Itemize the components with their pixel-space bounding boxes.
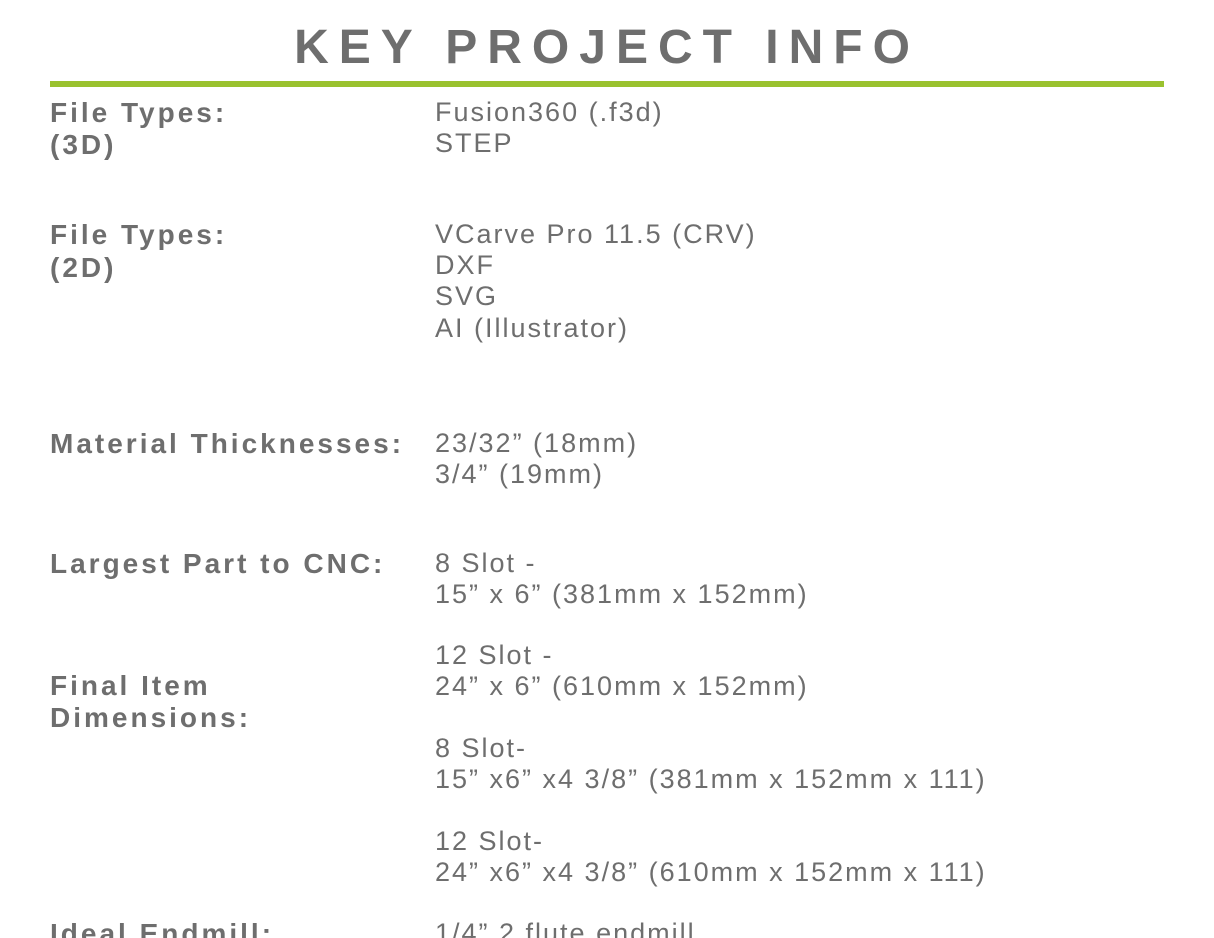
value-largest-part: 8 Slot - 15” x 6” (381mm x 152mm) [435, 548, 1164, 610]
row-largest-part: Largest Part to CNC: 8 Slot - 15” x 6” (… [50, 548, 1164, 610]
label-file-types-3d-sub: (3D) [50, 129, 435, 161]
spacer [50, 610, 1164, 640]
page-title: KEY PROJECT INFO [50, 0, 1164, 81]
row-final-dims: Final Item Dimensions: 12 Slot - 24” x 6… [50, 640, 1164, 888]
row-file-types-2d: File Types: (2D) VCarve Pro 11.5 (CRV) D… [50, 219, 1164, 343]
value-file-types-3d: Fusion360 (.f3d) STEP [435, 97, 1164, 159]
spacer [50, 888, 1164, 918]
value-final-dims: 12 Slot - 24” x 6” (610mm x 152mm) 8 Slo… [435, 640, 1164, 888]
label-material-thickness: Material Thicknesses: [50, 428, 435, 460]
value-file-types-2d: VCarve Pro 11.5 (CRV) DXF SVG AI (Illust… [435, 219, 1164, 343]
label-file-types-3d: File Types: (3D) [50, 97, 435, 161]
row-file-types-3d: File Types: (3D) Fusion360 (.f3d) STEP [50, 97, 1164, 161]
label-file-types-2d-main: File Types: [50, 219, 435, 251]
spacer [50, 161, 1164, 219]
row-ideal-endmill: Ideal Endmill: 1/4” 2 flute endmill [50, 918, 1164, 938]
title-underline [50, 81, 1164, 87]
value-material-thickness: 23/32” (18mm) 3/4” (19mm) [435, 428, 1164, 490]
spacer [50, 490, 1164, 548]
label-file-types-2d-sub: (2D) [50, 252, 435, 284]
label-file-types-2d: File Types: (2D) [50, 219, 435, 283]
project-info-page: KEY PROJECT INFO File Types: (3D) Fusion… [0, 0, 1214, 938]
value-ideal-endmill: 1/4” 2 flute endmill [435, 918, 1164, 938]
label-ideal-endmill: Ideal Endmill: [50, 918, 435, 938]
spacer [50, 344, 1164, 428]
label-file-types-3d-main: File Types: [50, 97, 435, 129]
label-final-dims: Final Item Dimensions: [50, 640, 435, 734]
label-largest-part: Largest Part to CNC: [50, 548, 435, 580]
row-material-thickness: Material Thicknesses: 23/32” (18mm) 3/4”… [50, 428, 1164, 490]
